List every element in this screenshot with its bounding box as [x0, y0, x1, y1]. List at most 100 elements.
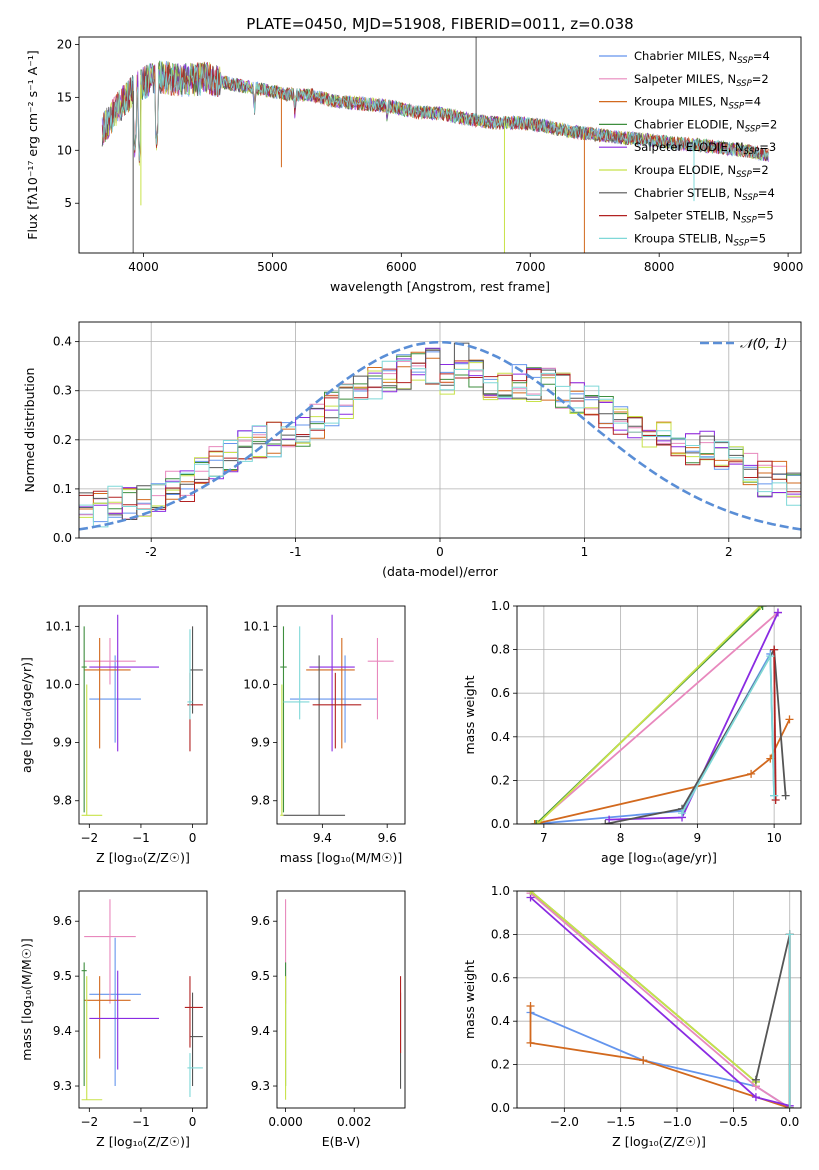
weight-marker: [785, 1104, 794, 1108]
legend-label: 𝒩(0, 1): [740, 337, 787, 352]
weight-marker: [533, 820, 542, 824]
weight-marker: [530, 820, 539, 824]
y-tick-label: 0.4: [491, 730, 510, 744]
errorbar-point: [81, 962, 87, 1087]
errorbar-point: [81, 976, 103, 1101]
plot-area: [101, 37, 769, 253]
weight-line: [529, 1006, 790, 1108]
x-tick-label: −1.0: [662, 1115, 691, 1129]
x-axis-label: mass [log₁₀(M/M☉)]: [280, 850, 402, 865]
y-tick-label: 0.6: [491, 686, 510, 700]
errorbar-point: [184, 976, 203, 1048]
y-tick-label: 15: [57, 90, 72, 104]
y-tick-label: 0.1: [53, 482, 72, 496]
x-axis-label: age [log₁₀(age/yr)]: [601, 850, 717, 865]
weight-marker: [773, 608, 782, 617]
x-tick-label: −2: [80, 831, 98, 845]
y-tick-label: 0.8: [491, 927, 510, 941]
y-tick-label: 20: [57, 37, 72, 51]
x-tick-label: 7: [540, 831, 548, 845]
y-tick-label: 0.0: [53, 531, 72, 545]
x-tick-label: 0.000: [268, 1115, 302, 1129]
errorbar-point: [189, 992, 203, 1087]
y-tick-label: 9.4: [53, 1024, 72, 1038]
errorbar-point: [283, 655, 346, 816]
y-tick-label: 0.6: [491, 971, 510, 985]
weight-line: [529, 891, 757, 1083]
axes-frame: [276, 605, 406, 825]
plot-area: [530, 606, 794, 824]
x-tick-label: 1: [581, 545, 589, 559]
y-tick-label: 9.9: [251, 736, 270, 750]
y-tick-label: 9.6: [251, 914, 270, 928]
y-tick-label: 1.0: [491, 884, 510, 898]
y-tick-label: 9.5: [53, 969, 72, 983]
errorbar-point: [187, 1053, 203, 1098]
x-axis-label: (data-model)/error: [382, 564, 499, 579]
histogram-series: [79, 362, 801, 510]
x-tick-label: 9.4: [313, 831, 332, 845]
legend-label: Kroupa MILES, NSSP=4: [634, 95, 761, 112]
plot-area: [280, 614, 394, 816]
axes-frame: [516, 605, 802, 825]
plot-area: [81, 614, 203, 816]
weight-marker: [678, 809, 687, 818]
errorbar-point: [280, 626, 287, 813]
errorbar-point: [81, 626, 87, 813]
errorbar-point: [280, 684, 284, 816]
x-axis-label: Z [log₁₀(Z/Z☉)]: [96, 1134, 190, 1149]
x-tick-label: −2.0: [550, 1115, 579, 1129]
errorbar-point: [89, 970, 159, 1070]
weight-marker: [758, 606, 767, 610]
weight-line: [534, 719, 791, 824]
x-tick-label: 9: [694, 831, 702, 845]
y-tick-label: 10.0: [45, 677, 72, 691]
weight-marker: [756, 606, 765, 610]
histogram-series: [79, 359, 801, 528]
panel-weight_vs_Z: −2.0 −1.5 −1.0 −0.5 0.0 0.0 0.2 0.4 0.6 0.8 1.0 Z […: [462, 884, 802, 1149]
y-axis-label: age [log₁₀(age/yr)]: [19, 657, 34, 773]
errorbar-point: [89, 937, 141, 1087]
x-tick-label: 9000: [773, 260, 804, 274]
axes-frame: [78, 890, 208, 1109]
legend-label: Kroupa ELODIE, NSSP=2: [634, 163, 769, 180]
errorbar-point: [84, 899, 136, 1004]
weight-marker: [601, 820, 610, 824]
y-axis-label: mass [log₁₀(M/M☉)]: [19, 938, 34, 1060]
x-axis-label: Z [log₁₀(Z/Z☉)]: [96, 850, 190, 865]
y-tick-label: 0.4: [53, 335, 72, 349]
x-tick-label: 5000: [257, 260, 288, 274]
weight-marker: [781, 791, 790, 800]
y-tick-label: 0.8: [491, 643, 510, 657]
histogram-series: [79, 342, 801, 520]
x-tick-label: 0.002: [337, 1115, 371, 1129]
errorbar-point: [84, 637, 136, 685]
y-tick-label: 10.1: [243, 619, 270, 633]
x-tick-label: −1: [132, 1115, 150, 1129]
axes-frame: [276, 890, 406, 1109]
y-axis-label: mass weight: [462, 675, 477, 754]
weight-line: [537, 606, 761, 824]
y-tick-label: 0.2: [491, 773, 510, 787]
plot-area: [526, 891, 794, 1108]
x-tick-label: 4000: [128, 260, 159, 274]
weight-marker: [639, 1056, 648, 1065]
errorbar-point: [189, 626, 203, 714]
plot-area: [285, 899, 402, 1100]
axes-frame: [78, 36, 802, 254]
weight-marker: [532, 820, 541, 824]
weight-marker: [770, 791, 779, 800]
weight-line: [605, 646, 787, 824]
legend-label: Salpeter STELIB, NSSP=5: [634, 209, 774, 226]
y-tick-label: 9.3: [53, 1079, 72, 1093]
weight-marker: [770, 645, 779, 654]
x-tick-label: 10: [766, 831, 781, 845]
x-tick-label: 2: [725, 545, 733, 559]
panel-weight_vs_age: 7 8 9 10 0.0 0.2 0.4 0.6 0.8 1.0 age [log₁₀(age/yr…: [462, 599, 802, 865]
legend-label: Salpeter ELODIE, NSSP=3: [634, 140, 776, 157]
x-tick-label: −1: [132, 831, 150, 845]
histogram-series: [79, 348, 801, 510]
x-tick-label: 8000: [644, 260, 675, 274]
weight-marker: [747, 769, 756, 778]
